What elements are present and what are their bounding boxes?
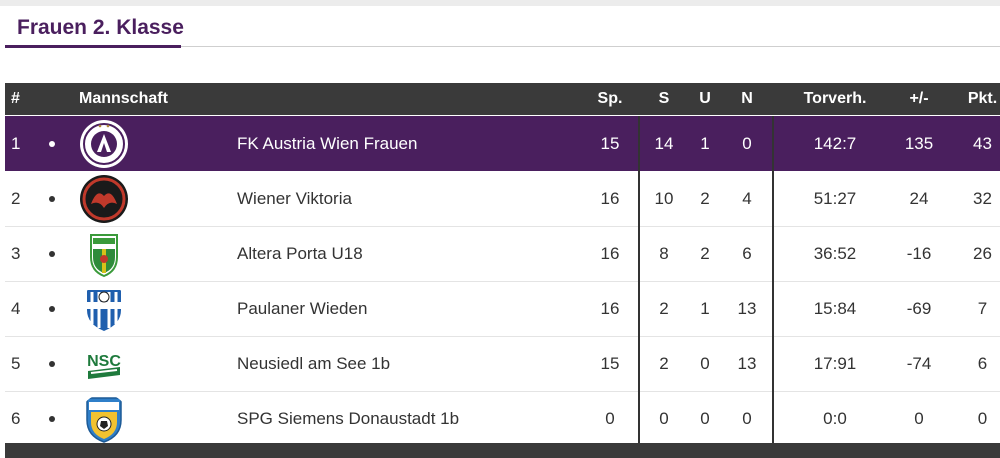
lost-cell: 13 <box>737 353 757 373</box>
altera-porta-crest-icon <box>79 229 129 279</box>
title-divider <box>5 46 1000 47</box>
header-goals[interactable]: Torverh. <box>803 90 867 107</box>
diff-cell: 135 <box>904 133 934 153</box>
points-cell: 7 <box>977 298 988 318</box>
header-played[interactable]: Sp. <box>597 90 623 107</box>
diff-cell: -16 <box>906 243 932 263</box>
lost-cell: 4 <box>742 188 752 208</box>
won-cell: 14 <box>654 133 674 153</box>
played-cell: 16 <box>600 298 620 318</box>
points-cell: 26 <box>973 243 992 263</box>
played-cell: 0 <box>605 408 615 428</box>
header-team[interactable]: Mannschaft <box>79 90 168 107</box>
lost-cell: 0 <box>742 408 752 428</box>
column-divider <box>638 116 640 446</box>
rank-cell: 5 <box>11 353 21 373</box>
goals-cell: 51:27 <box>813 188 857 208</box>
wiener-viktoria-crest-icon <box>79 174 129 224</box>
rank-cell: 3 <box>11 243 21 263</box>
austria-wien-crest-icon <box>79 119 129 169</box>
column-divider <box>772 116 774 446</box>
diff-cell: 24 <box>909 188 929 208</box>
header-points[interactable]: Pkt. <box>967 90 998 107</box>
header-draw[interactable]: U <box>699 90 711 107</box>
row-marker <box>41 336 63 391</box>
siemens-grossfeld-crest-icon <box>79 394 129 444</box>
table-row[interactable]: 4 Paulaner Wieden 16 2 1 13 15:84 -69 7 <box>5 281 1000 337</box>
rank-cell: 1 <box>11 133 21 153</box>
played-cell: 16 <box>600 188 620 208</box>
draw-cell: 2 <box>700 188 710 208</box>
draw-cell: 0 <box>700 408 710 428</box>
draw-cell: 2 <box>700 243 710 263</box>
row-marker <box>41 116 63 171</box>
played-cell: 15 <box>600 133 620 153</box>
lost-cell: 0 <box>742 133 752 153</box>
goals-cell: 15:84 <box>813 298 857 318</box>
table-footer <box>5 443 1000 458</box>
played-cell: 15 <box>600 353 620 373</box>
table-row[interactable]: 3 Altera Porta U18 16 8 2 6 36:52 -16 26 <box>5 226 1000 282</box>
row-marker <box>41 281 63 336</box>
team-name[interactable]: FK Austria Wien Frauen <box>237 133 418 153</box>
diff-cell: 0 <box>914 408 924 428</box>
team-name[interactable]: Neusiedl am See 1b <box>237 353 391 373</box>
paulaner-wieden-crest-icon <box>79 284 129 334</box>
goals-cell: 0:0 <box>823 408 847 428</box>
team-name[interactable]: Paulaner Wieden <box>237 298 368 318</box>
team-name[interactable]: SPG Siemens Donaustadt 1b <box>237 408 460 428</box>
won-cell: 2 <box>659 298 669 318</box>
row-marker <box>41 391 63 446</box>
team-name[interactable]: Altera Porta U18 <box>237 243 363 263</box>
page-title: Frauen 2. Klasse <box>17 16 184 39</box>
won-cell: 8 <box>659 243 669 263</box>
top-strip <box>0 0 1000 6</box>
rank-cell: 6 <box>11 408 21 428</box>
header-diff[interactable]: +/- <box>909 90 929 107</box>
team-name[interactable]: Wiener Viktoria <box>237 188 352 208</box>
table-row[interactable]: 1 FK Austria Wien Frauen 15 14 1 0 142:7… <box>5 116 1000 171</box>
header-rank[interactable]: # <box>11 90 20 107</box>
diff-cell: -74 <box>906 353 932 373</box>
goals-cell: 17:91 <box>813 353 857 373</box>
header-won[interactable]: S <box>658 90 670 107</box>
rank-cell: 2 <box>11 188 21 208</box>
goals-cell: 142:7 <box>813 133 857 153</box>
points-cell: 32 <box>973 188 992 208</box>
draw-cell: 1 <box>700 298 710 318</box>
table-row[interactable]: 5 NSC Neusiedl am See 1b 15 2 0 13 17:91… <box>5 336 1000 392</box>
neusiedl-crest-icon: NSC <box>79 339 129 389</box>
table-row[interactable]: 2 Wiener Viktoria 16 10 2 4 51:27 24 32 <box>5 171 1000 227</box>
header-lost[interactable]: N <box>741 90 753 107</box>
row-marker <box>41 171 63 226</box>
lost-cell: 13 <box>737 298 757 318</box>
won-cell: 10 <box>654 188 674 208</box>
table-row[interactable]: 6 SPG Siemens Donaustadt 1b 0 0 0 0 0:0 … <box>5 391 1000 447</box>
title-underline <box>5 45 181 48</box>
lost-cell: 6 <box>742 243 752 263</box>
row-marker <box>41 226 63 281</box>
draw-cell: 1 <box>700 133 710 153</box>
won-cell: 0 <box>659 408 669 428</box>
svg-text:NSC: NSC <box>87 353 121 370</box>
points-cell: 6 <box>977 353 988 373</box>
played-cell: 16 <box>600 243 620 263</box>
points-cell: 43 <box>973 133 992 153</box>
table-header: # Mannschaft Sp. S U N Torverh. +/- Pkt. <box>5 83 1000 115</box>
goals-cell: 36:52 <box>813 243 857 263</box>
draw-cell: 0 <box>700 353 710 373</box>
won-cell: 2 <box>659 353 669 373</box>
diff-cell: -69 <box>906 298 932 318</box>
rank-cell: 4 <box>11 298 21 318</box>
points-cell: 0 <box>977 408 988 428</box>
